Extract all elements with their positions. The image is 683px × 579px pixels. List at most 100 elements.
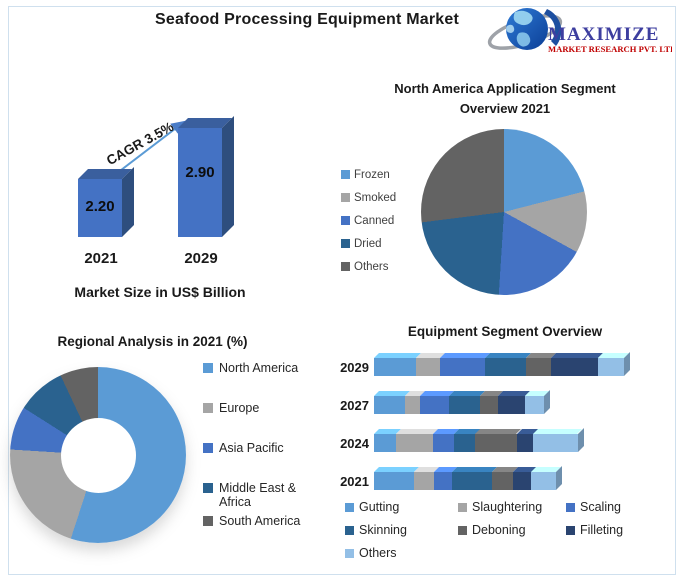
legend-item-gutting: Gutting (345, 500, 458, 514)
equipment-legend: Gutting Slaughtering Scaling Skinning De… (345, 500, 670, 560)
segment-filleting (551, 353, 604, 376)
segment-deboning (475, 429, 522, 452)
legend-item-europe: Europe (203, 401, 315, 415)
bar-end-cap (623, 352, 630, 376)
legend-label: Europe (219, 401, 260, 415)
legend-label: Gutting (359, 500, 400, 514)
segment-filleting (497, 391, 530, 414)
segment-gutting (374, 391, 411, 414)
stacked-bar-2027 (374, 390, 551, 414)
segment-others (533, 429, 583, 452)
middle-east-africa-swatch-icon (203, 483, 213, 493)
segment-top-face (475, 429, 522, 434)
segment-top-face (439, 353, 491, 358)
bar-end-cap (544, 390, 551, 414)
legend-label: Smoked (354, 191, 397, 204)
segment-top-face (374, 353, 422, 358)
stacked-bar-2029 (374, 352, 630, 376)
equipment-chart-title: Equipment Segment Overview (407, 324, 603, 339)
donut-legend: North America Europe Asia Pacific Middle… (203, 361, 315, 554)
pie-chart-title: North America Application Segment Overvi… (394, 81, 616, 116)
legend-item-dried: Dried (341, 232, 396, 255)
equipment-row-2021: 2021 (333, 466, 678, 490)
legend-label: Frozen (354, 168, 390, 181)
growth-bar-2029: 2.90 (178, 116, 234, 237)
segment-others (524, 391, 550, 414)
stacked-bar-2021 (374, 466, 562, 490)
legend-label: Others (359, 546, 397, 560)
page-title: Seafood Processing Equipment Market (155, 11, 459, 28)
segment-others (598, 353, 629, 376)
bar-side-face (222, 116, 234, 237)
dried-swatch-icon (341, 239, 350, 248)
legend-label: Others (354, 260, 389, 273)
segment-filleting (516, 429, 539, 452)
legend-item-deboning: Deboning (458, 523, 566, 537)
legend-item-scaling: Scaling (566, 500, 670, 514)
segment-scaling (433, 429, 459, 452)
frozen-swatch-icon (341, 170, 350, 179)
segment-top-face (533, 429, 583, 434)
legend-label: Deboning (472, 523, 526, 537)
segment-slaughtering (416, 353, 445, 376)
legend-item-north-america: North America (203, 361, 315, 375)
growth-axis-label-2029: 2029 (184, 250, 218, 267)
legend-label: Middle East & Africa (219, 481, 297, 509)
legend-label: Dried (354, 237, 382, 250)
others-eq-swatch-icon (345, 548, 354, 558)
filleting-swatch-icon (566, 525, 575, 535)
segment-others (531, 467, 561, 490)
equipment-row-2024: 2024 (333, 428, 678, 452)
logo-subtitle: MARKET RESEARCH PVT. LTD. (548, 44, 672, 54)
canned-swatch-icon (341, 216, 350, 225)
smoked-swatch-icon (341, 193, 350, 202)
regional-donut-chart (10, 367, 186, 543)
legend-label: Slaughtering (472, 500, 543, 514)
bar-end-cap (577, 428, 584, 452)
logo-wordmark: MAXIMIZE (548, 24, 659, 45)
legend-item-others: Others (341, 255, 396, 278)
segment-top-face (395, 429, 439, 434)
segment-deboning (480, 391, 503, 414)
legend-label: Asia Pacific (219, 441, 284, 455)
segment-filleting (512, 467, 537, 490)
legend-item-skinning: Skinning (345, 523, 458, 537)
growth-bar-2021: 2.20 (78, 167, 134, 237)
segment-top-face (485, 353, 532, 358)
slaughtering-swatch-icon (458, 502, 467, 512)
year-label: 2021 (340, 473, 369, 489)
segment-slaughtering (414, 467, 440, 490)
segment-deboning (526, 353, 557, 376)
legend-item-asia-pacific: Asia Pacific (203, 441, 315, 455)
others-swatch-icon (341, 262, 350, 271)
legend-item-others-eq: Others (345, 546, 458, 560)
segment-deboning (492, 467, 518, 490)
segment-skinning (485, 353, 532, 376)
growth-bar-2029-value: 2.90 (185, 163, 215, 181)
growth-chart-caption: Market Size in US$ Billion (74, 284, 246, 300)
pie-legend: Frozen Smoked Canned Dried Others (341, 163, 396, 278)
application-pie-chart (421, 129, 587, 295)
segment-gutting (374, 429, 401, 452)
segment-top-face (374, 467, 420, 472)
legend-item-smoked: Smoked (341, 186, 396, 209)
segment-scaling (439, 353, 491, 376)
legend-label: North America (219, 361, 299, 375)
segment-top-face (551, 353, 604, 358)
south-america-swatch-icon (203, 516, 213, 526)
segment-slaughtering (395, 429, 439, 452)
skinning-swatch-icon (345, 525, 354, 535)
segment-skinning (451, 467, 498, 490)
segment-scaling (420, 391, 454, 414)
legend-label: Scaling (580, 500, 621, 514)
legend-item-frozen: Frozen (341, 163, 396, 186)
legend-item-canned: Canned (341, 209, 396, 232)
growth-bar-2021-value: 2.20 (85, 198, 115, 216)
growth-axis-label-2021: 2021 (84, 250, 118, 267)
segment-gutting (374, 467, 420, 490)
north-america-swatch-icon (203, 363, 213, 373)
segment-top-face (451, 467, 498, 472)
europe-swatch-icon (203, 403, 213, 413)
segment-skinning (453, 429, 481, 452)
